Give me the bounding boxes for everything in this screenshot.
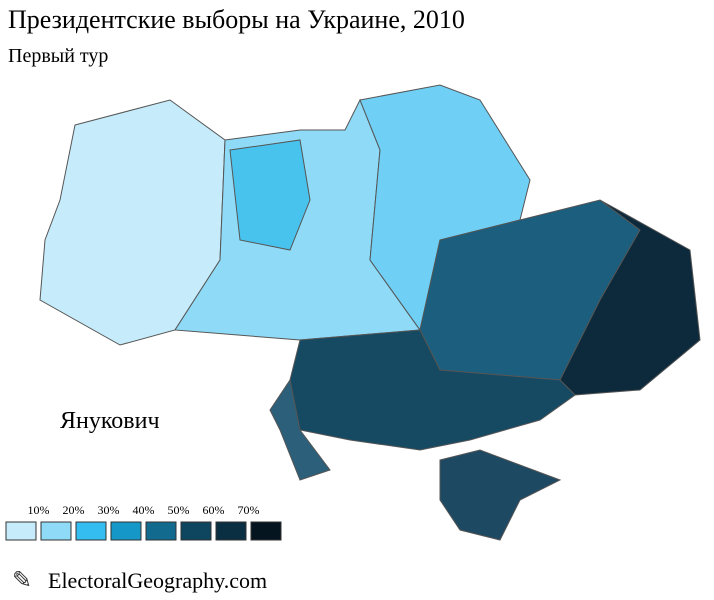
legend-swatch: [180, 521, 212, 541]
site-name: ElectoralGeography.com: [48, 568, 267, 593]
legend-label: 30%: [98, 503, 120, 517]
title: Президентские выборы на Украине, 2010: [8, 5, 465, 34]
legend-label: 20%: [63, 503, 85, 517]
region-odessa: [269, 378, 331, 481]
candidate-name: Янукович: [60, 408, 160, 434]
legend-label: 40%: [133, 503, 155, 517]
site-logo: ✎: [12, 568, 32, 594]
legend-swatch: [215, 521, 247, 541]
region-west: [39, 99, 226, 346]
legend-swatch: [145, 521, 177, 541]
ukraine-map: [39, 84, 701, 541]
legend: 10% 20% 30% 40% 50% 60% 70%: [5, 503, 282, 541]
subtitle: Первый тур: [8, 45, 108, 67]
legend-label: 70%: [238, 503, 260, 517]
legend-swatch: [75, 521, 107, 541]
legend-label: 50%: [168, 503, 190, 517]
region-zhytomyr: [229, 139, 311, 251]
legend-swatch: [110, 521, 142, 541]
legend-swatch: [5, 521, 37, 541]
legend-label: 60%: [203, 503, 225, 517]
legend-label: 10%: [28, 503, 50, 517]
region-crimea: [439, 449, 562, 541]
legend-swatch: [40, 521, 72, 541]
legend-swatch: [250, 521, 282, 541]
